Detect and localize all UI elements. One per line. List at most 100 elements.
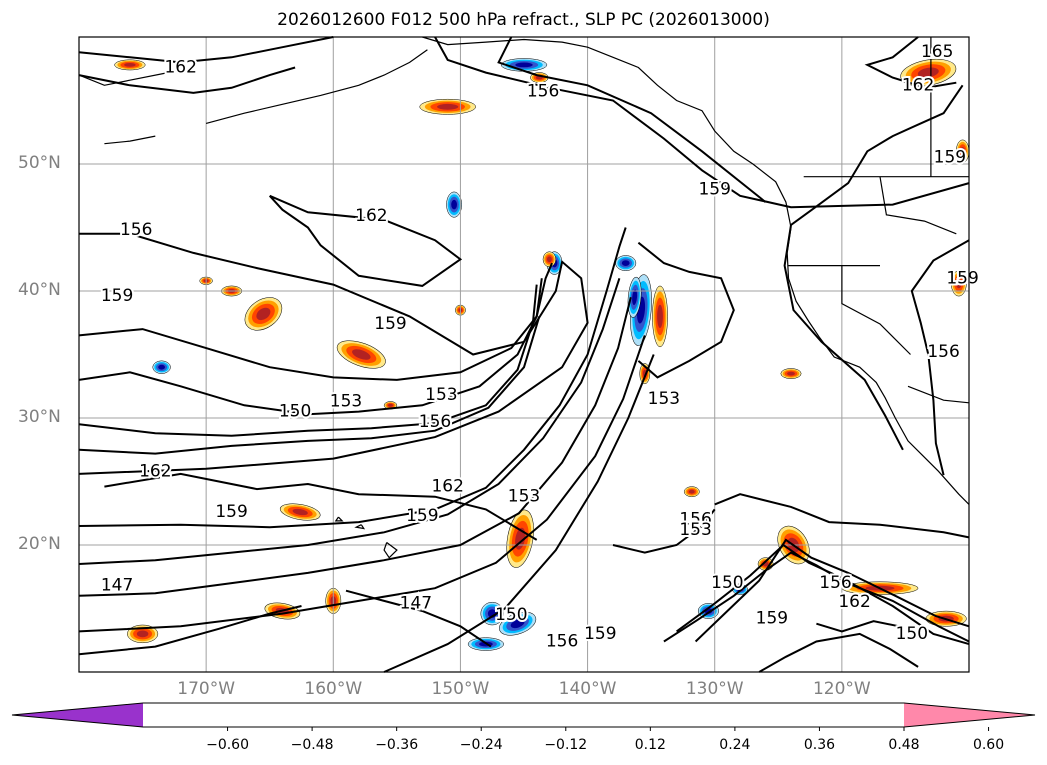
coastline [907,385,970,404]
slp-contour-line [78,232,589,475]
contour-label: 159 [934,148,966,168]
positive-refractivity-area [780,368,802,379]
positive-refractivity-area [279,503,321,521]
contour-label: 159 [584,624,616,644]
slp-contour-line [104,472,538,541]
contour-label: 156 [546,632,578,652]
contour-label: 162 [431,477,463,497]
contour-label: 159 [946,268,978,288]
positive-refractivity-area [419,98,476,115]
slp-contour-line [434,36,970,209]
contour-label: 159 [698,179,730,199]
contour-label: 159 [406,506,438,526]
contour-label: 156 [419,412,451,432]
negative-refractivity-area [500,58,548,72]
longitude-label: 170°W [177,679,236,699]
contour-label: 156 [819,573,851,593]
contour-label: 153 [508,487,540,507]
contour-label: 147 [400,593,432,613]
longitude-label: 120°W [812,679,871,699]
colorbar-tick-label: −0.60 [206,737,249,753]
slp-contour-line [694,538,970,643]
contour-label: 156 [120,220,152,240]
coastline [422,36,970,505]
contour-label: 150 [279,402,311,422]
longitude-label: 160°W [304,679,363,699]
slp-contour-line [78,278,543,416]
positive-refractivity-area [683,486,700,498]
contour-label: 162 [164,58,196,78]
colorbar-tick-label: 0.48 [888,737,920,753]
coastline [205,49,428,124]
slp-contour-line [78,277,621,565]
contour-label: 156 [927,342,959,362]
longitude-label: 150°W [431,679,490,699]
contour-label: 162 [139,461,171,481]
negative-refractivity-area [615,255,637,271]
contour-label: 159 [374,314,406,334]
contour-label: 150 [896,624,928,644]
latitude-label: 20°N [18,534,61,554]
coastline [354,524,366,530]
colorbar-tick-label: −0.24 [459,737,503,753]
coastline [383,542,398,559]
slp-contour-line [78,262,553,381]
positive-refractivity-area [506,509,534,568]
contour-label: 162 [838,592,870,612]
colorbar-over-extension [904,703,1035,727]
slp-contour-line [383,354,655,673]
slp-contour-line [268,194,463,287]
coastline [841,265,911,355]
positive-refractivity-area [950,270,967,297]
coastline [334,516,344,522]
colorbar-tick-label: 0.60 [972,737,1005,753]
slp-contour-line [78,66,296,94]
negative-refractivity-area [627,276,642,318]
slp-contour-line [78,316,541,455]
contour-label: 153 [425,385,457,405]
contour-label: 159 [215,502,247,522]
refractivity-fill-layer [114,58,970,651]
slp-contour-line [78,335,646,633]
slp-contour-line [910,239,970,476]
slp-contour-line [637,241,735,379]
slp-contour-line [78,605,302,656]
contour-label: 159 [101,286,133,306]
positive-refractivity-area [127,624,159,644]
colorbar-tick-label: −0.36 [375,737,419,753]
map-title: 2026012600 F012 500 hPa refract., SLP PC… [277,10,770,30]
contour-label: 162 [355,206,387,226]
negative-refractivity-area [152,360,171,374]
contour-labels: 1621561651621591591621561591591531531501… [99,40,981,653]
positive-refractivity-area [244,297,283,331]
slp-contour-line [758,632,919,673]
contour-label: 150 [495,605,527,625]
positive-refractivity-area [114,59,146,71]
slp-contour-line [78,297,632,597]
slp-contour-line [676,543,970,646]
contour-label: 156 [679,510,711,530]
colorbar-tick-label: 0.36 [803,737,836,753]
slp-contour-line [78,36,334,64]
map-frame [78,36,970,673]
contour-label: 153 [330,392,362,412]
negative-refractivity-area [499,611,537,636]
longitude-label: 130°W [685,679,744,699]
positive-refractivity-area [336,340,386,369]
colorbar-tick-label: −0.48 [290,737,334,753]
contour-label: 153 [679,520,711,540]
slp-contour-line [78,227,627,529]
negative-refractivity-area [446,191,462,218]
colorbar-tick-label: 0.12 [634,737,666,753]
coastline [78,72,169,86]
slp-contour-line [345,589,492,648]
coastline [104,135,156,145]
latitude-label: 40°N [18,280,61,300]
slp-contour-line [714,493,970,539]
positive-refractivity-area [542,251,557,268]
slp-contours [78,36,970,673]
positive-refractivity-area [652,285,668,348]
contour-label: 162 [902,75,934,95]
coastline [879,176,957,235]
